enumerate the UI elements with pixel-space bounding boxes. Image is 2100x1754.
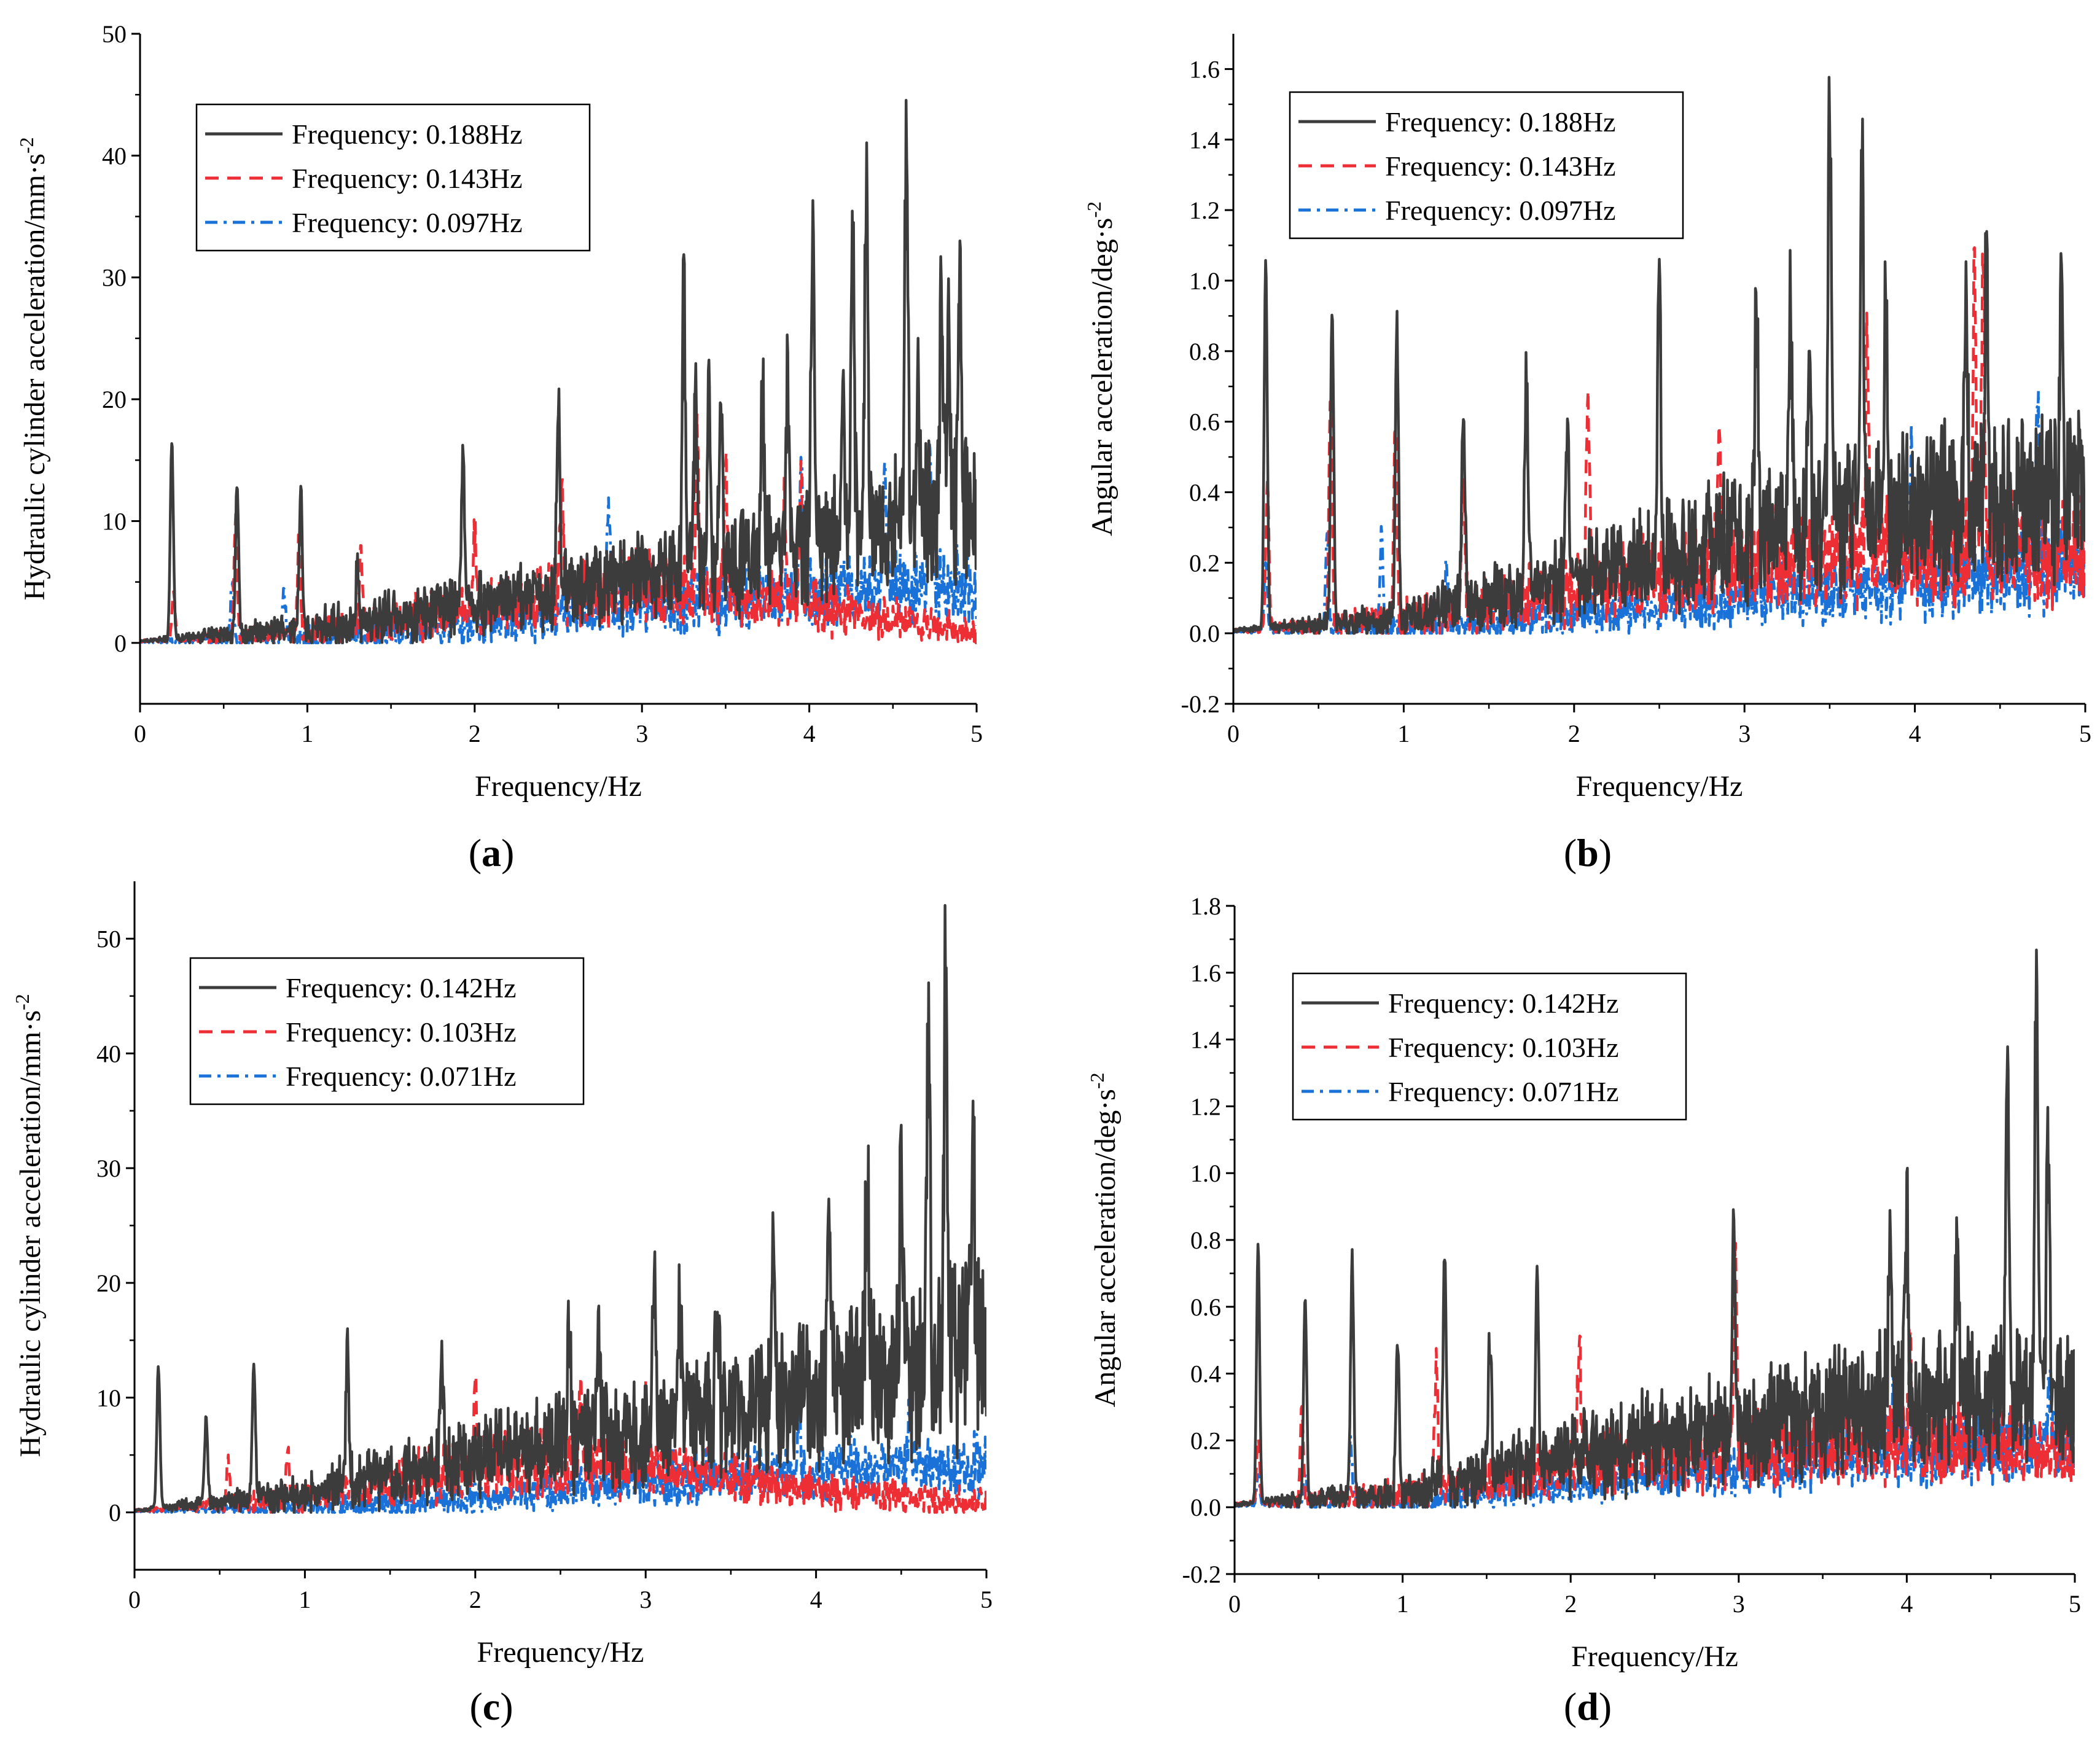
y-tick-label: 0.2 bbox=[1189, 549, 1220, 577]
plot-area-b bbox=[1233, 76, 2085, 635]
x-tick-label: 5 bbox=[980, 1586, 993, 1613]
y-axis-title: Hydraulic cylinder acceleration/mm·s-2 bbox=[15, 137, 51, 600]
x-tick-label: 3 bbox=[1738, 720, 1751, 747]
y-tick-label: -0.2 bbox=[1182, 1561, 1221, 1588]
x-tick-label: 4 bbox=[1909, 720, 1921, 747]
plot-area-a bbox=[140, 99, 977, 645]
y-tick-label: 10 bbox=[96, 1384, 121, 1412]
y-tick-label: 0.0 bbox=[1190, 1494, 1221, 1521]
x-tick-label: 0 bbox=[1228, 1590, 1241, 1618]
panel-label-d: (d) bbox=[1564, 1685, 1612, 1728]
legend-label: Frequency: 0.071Hz bbox=[286, 1061, 517, 1092]
x-tick-label: 0 bbox=[1227, 720, 1239, 747]
legend-label: Frequency: 0.142Hz bbox=[286, 972, 517, 1004]
x-tick-label: 3 bbox=[639, 1586, 652, 1613]
y-tick-label: 1.0 bbox=[1190, 1160, 1221, 1187]
x-tick-label: 3 bbox=[636, 720, 648, 747]
x-axis-title: Frequency/Hz bbox=[477, 1636, 644, 1669]
legend-label: Frequency: 0.188Hz bbox=[292, 119, 523, 150]
y-tick-label: 1.4 bbox=[1190, 1026, 1221, 1054]
x-tick-label: 4 bbox=[803, 720, 816, 747]
y-tick-label: 1.6 bbox=[1190, 959, 1221, 987]
series-line-b-0 bbox=[1233, 76, 2085, 635]
y-tick-label: 10 bbox=[102, 507, 127, 535]
y-tick-label: 0.8 bbox=[1189, 338, 1220, 365]
legend-label: Frequency: 0.143Hz bbox=[1385, 150, 1616, 182]
x-tick-label: 1 bbox=[301, 720, 313, 747]
y-tick-label: 1.8 bbox=[1190, 892, 1221, 920]
y-tick-label: 0.0 bbox=[1189, 620, 1220, 647]
y-axis-title: Angular acceleration/deg·s-2 bbox=[1083, 201, 1118, 536]
y-tick-label: 50 bbox=[96, 925, 121, 953]
chart-panel-b: 0 1 2 3 4 5 -0.2 0.0 0.2 0.4 0.6 0.8 1.0 1.2 1.4 1.6 Fre… bbox=[1083, 34, 2091, 875]
y-axis-title: Angular acceleration/deg·s-2 bbox=[1086, 1072, 1122, 1407]
y-tick-label: 0.4 bbox=[1190, 1360, 1221, 1388]
x-tick-label: 5 bbox=[970, 720, 983, 747]
legend-label: Frequency: 0.142Hz bbox=[1388, 988, 1619, 1019]
series-line-c-0 bbox=[135, 903, 986, 1514]
y-tick-label: 30 bbox=[102, 264, 127, 292]
plot-area-d bbox=[1235, 948, 2075, 1509]
x-tick-label: 5 bbox=[2079, 720, 2091, 747]
x-tick-label: 2 bbox=[1568, 720, 1580, 747]
x-tick-label: 2 bbox=[469, 1586, 482, 1613]
legend-d: Frequency: 0.142Hz Frequency: 0.103Hz Freq… bbox=[1292, 972, 1687, 1121]
y-tick-label: 0.6 bbox=[1189, 408, 1220, 436]
y-tick-label: 0.4 bbox=[1189, 478, 1220, 506]
chart-panel-d: 0 1 2 3 4 5 -0.2 0.0 0.2 0.4 0.6 0.8 1.0 1.2 1.4 1.6 1.8… bbox=[1086, 892, 2081, 1728]
x-tick-label: 2 bbox=[469, 720, 481, 747]
x-tick-label: 5 bbox=[2069, 1590, 2081, 1618]
y-tick-label: 1.0 bbox=[1189, 267, 1220, 295]
y-tick-label: 20 bbox=[96, 1269, 121, 1297]
x-tick-label: 1 bbox=[1397, 720, 1410, 747]
y-tick-label: -0.2 bbox=[1181, 690, 1220, 718]
y-tick-label: 1.4 bbox=[1189, 126, 1220, 154]
x-tick-label: 0 bbox=[134, 720, 146, 747]
legend-label: Frequency: 0.071Hz bbox=[1388, 1076, 1619, 1107]
legend-label: Frequency: 0.103Hz bbox=[1388, 1032, 1619, 1063]
x-tick-label: 2 bbox=[1564, 1590, 1577, 1618]
y-tick-label: 1.6 bbox=[1189, 55, 1220, 83]
y-axis-title: Hydraulic cylinder acceleration/mm·s-2 bbox=[11, 994, 47, 1457]
legend-a: Frequency: 0.188Hz Frequency: 0.143Hz Freq… bbox=[195, 103, 591, 252]
y-tick-label: 0 bbox=[114, 629, 127, 657]
x-tick-label: 0 bbox=[128, 1586, 141, 1613]
legend-label: Frequency: 0.143Hz bbox=[292, 163, 523, 194]
y-tick-label: 0 bbox=[109, 1499, 121, 1527]
y-tick-label: 1.2 bbox=[1189, 197, 1220, 224]
panel-label-a: (a) bbox=[469, 831, 515, 875]
legend-label: Frequency: 0.097Hz bbox=[292, 207, 523, 238]
x-tick-label: 3 bbox=[1733, 1590, 1745, 1618]
panel-label-b: (b) bbox=[1564, 831, 1612, 875]
legend-c: Frequency: 0.142Hz Frequency: 0.103Hz Freq… bbox=[189, 957, 585, 1105]
y-tick-label: 0.6 bbox=[1190, 1293, 1221, 1321]
y-tick-label: 40 bbox=[102, 142, 127, 170]
legend-b: Frequency: 0.188Hz Frequency: 0.143Hz Freq… bbox=[1289, 91, 1684, 240]
y-tick-label: 0.8 bbox=[1190, 1226, 1221, 1254]
legend-label: Frequency: 0.097Hz bbox=[1385, 195, 1616, 226]
x-axis-title: Frequency/Hz bbox=[475, 770, 642, 803]
legend-label: Frequency: 0.188Hz bbox=[1385, 106, 1616, 138]
plot-area-c bbox=[135, 903, 986, 1514]
y-tick-label: 0.2 bbox=[1190, 1427, 1221, 1454]
x-tick-label: 4 bbox=[1900, 1590, 1913, 1618]
x-axis-title: Frequency/Hz bbox=[1576, 770, 1743, 803]
series-line-a-0 bbox=[140, 99, 977, 645]
legend-label: Frequency: 0.103Hz bbox=[286, 1016, 517, 1048]
x-axis-title: Frequency/Hz bbox=[1571, 1640, 1738, 1673]
x-tick-label: 1 bbox=[299, 1586, 311, 1613]
series-line-d-0 bbox=[1235, 948, 2075, 1509]
y-tick-label: 40 bbox=[96, 1040, 121, 1067]
x-tick-label: 4 bbox=[810, 1586, 822, 1613]
panel-label-c: (c) bbox=[469, 1685, 513, 1728]
y-tick-label: 50 bbox=[102, 20, 127, 48]
y-tick-label: 20 bbox=[102, 386, 127, 413]
y-tick-label: 1.2 bbox=[1190, 1093, 1221, 1120]
x-tick-label: 1 bbox=[1397, 1590, 1409, 1618]
y-tick-label: 30 bbox=[96, 1155, 121, 1182]
